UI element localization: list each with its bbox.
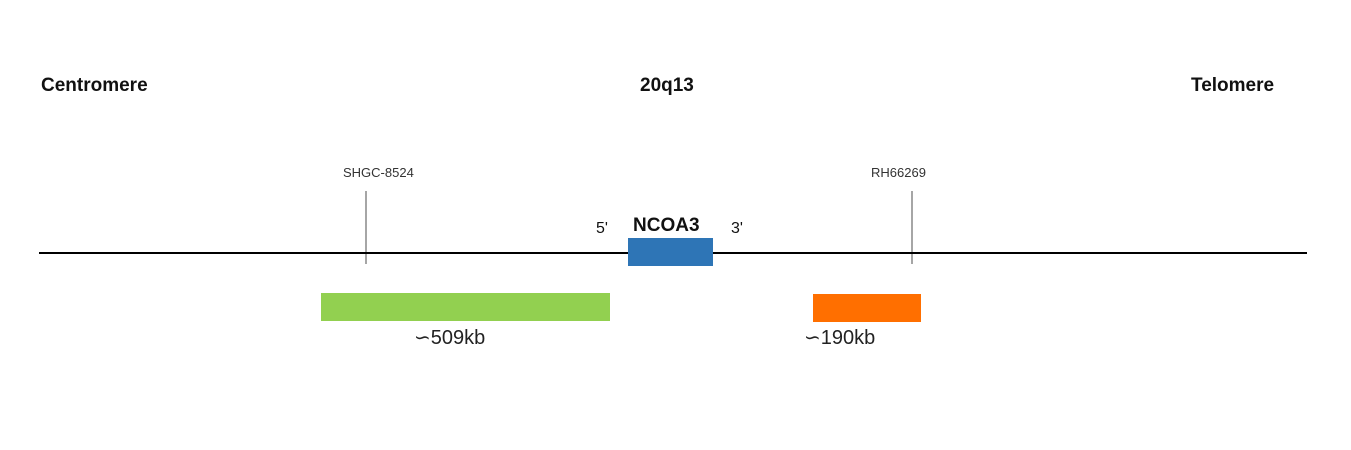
- gene-label: NCOA3: [633, 215, 700, 236]
- gene-box: [628, 238, 713, 266]
- probe-bar-centromeric: [321, 293, 610, 321]
- three-prime-label: 3': [731, 220, 743, 237]
- five-prime-label: 5': [596, 220, 608, 237]
- telomere-label: Telomere: [1191, 75, 1275, 96]
- marker-tick-rh66269: [911, 191, 913, 264]
- probe-size-label-telomeric: ∽190kb: [804, 327, 876, 349]
- probe-size-label-centromeric: ∽509kb: [414, 327, 486, 349]
- probe-bar-telomeric: [813, 294, 921, 322]
- marker-tick-shgc-8524: [365, 191, 367, 264]
- marker-label-shgc-8524: SHGC-8524: [343, 165, 414, 180]
- centromere-label: Centromere: [41, 75, 148, 96]
- marker-label-rh66269: RH66269: [871, 165, 926, 180]
- chromosome-band-label: 20q13: [640, 75, 694, 96]
